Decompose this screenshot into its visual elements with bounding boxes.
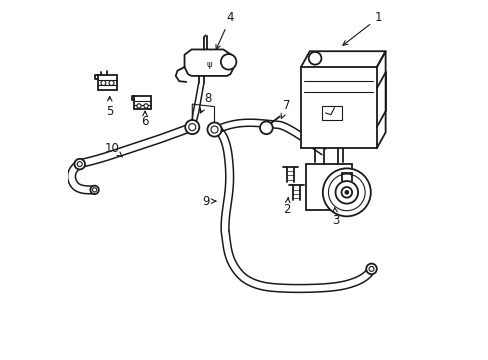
Circle shape: [109, 81, 114, 85]
Circle shape: [328, 174, 365, 211]
Text: 8: 8: [200, 93, 211, 113]
Text: 2: 2: [283, 198, 290, 216]
Text: 6: 6: [141, 111, 148, 128]
Text: 4: 4: [216, 11, 234, 49]
Circle shape: [143, 104, 148, 108]
Text: ψ: ψ: [206, 60, 211, 69]
Text: 7: 7: [281, 99, 290, 118]
Text: 9: 9: [202, 195, 215, 208]
Circle shape: [90, 186, 99, 194]
Circle shape: [366, 264, 376, 274]
Text: 3: 3: [332, 208, 339, 227]
Circle shape: [77, 162, 82, 167]
Circle shape: [137, 104, 141, 108]
Circle shape: [92, 188, 97, 192]
Text: 10: 10: [104, 142, 122, 157]
Circle shape: [221, 54, 236, 69]
Circle shape: [210, 126, 218, 133]
Bar: [134, 96, 151, 109]
Circle shape: [185, 120, 199, 134]
Circle shape: [322, 168, 370, 216]
Circle shape: [207, 122, 221, 136]
Circle shape: [101, 81, 105, 85]
Bar: [300, 67, 376, 148]
Circle shape: [335, 181, 357, 204]
Circle shape: [341, 187, 351, 198]
Circle shape: [368, 266, 373, 271]
Circle shape: [74, 159, 85, 170]
Bar: [98, 75, 117, 90]
Text: 1: 1: [342, 11, 382, 45]
Bar: [322, 106, 341, 120]
Polygon shape: [184, 49, 233, 76]
Circle shape: [260, 121, 272, 134]
Circle shape: [188, 123, 195, 131]
Circle shape: [308, 52, 321, 65]
Circle shape: [345, 190, 348, 194]
Bar: [305, 164, 351, 210]
Text: 5: 5: [106, 96, 113, 118]
